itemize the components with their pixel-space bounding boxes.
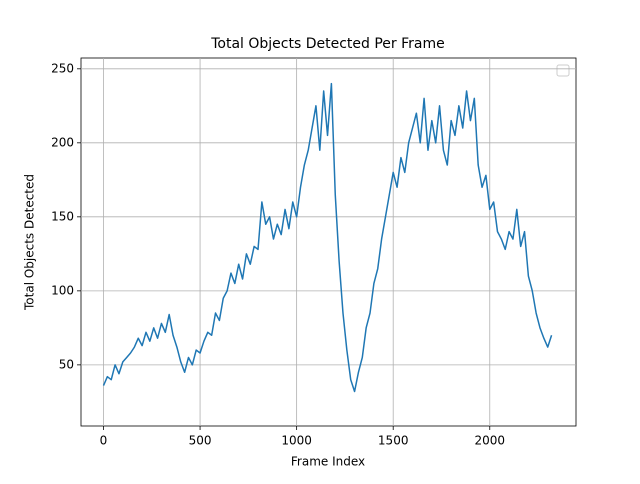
x-tick-label: 1000: [281, 434, 312, 448]
y-tick-label: 100: [51, 283, 74, 297]
y-tick-label: 200: [51, 135, 74, 149]
x-tick-label: 0: [100, 434, 108, 448]
x-axis-label: Frame Index: [291, 455, 365, 469]
plot-frame: [80, 57, 577, 427]
x-tick-label: 2000: [474, 434, 505, 448]
y-axis-label: Total Objects Detected: [23, 174, 37, 311]
x-tick-label: 1500: [378, 434, 409, 448]
y-tick-label: 250: [51, 61, 74, 75]
chart-title: Total Objects Detected Per Frame: [210, 36, 445, 52]
y-tick-label: 150: [51, 209, 74, 223]
x-tick-label: 500: [189, 434, 212, 448]
legend: [556, 64, 570, 77]
y-tick-label: 50: [59, 357, 74, 371]
line-series: [102, 82, 553, 393]
